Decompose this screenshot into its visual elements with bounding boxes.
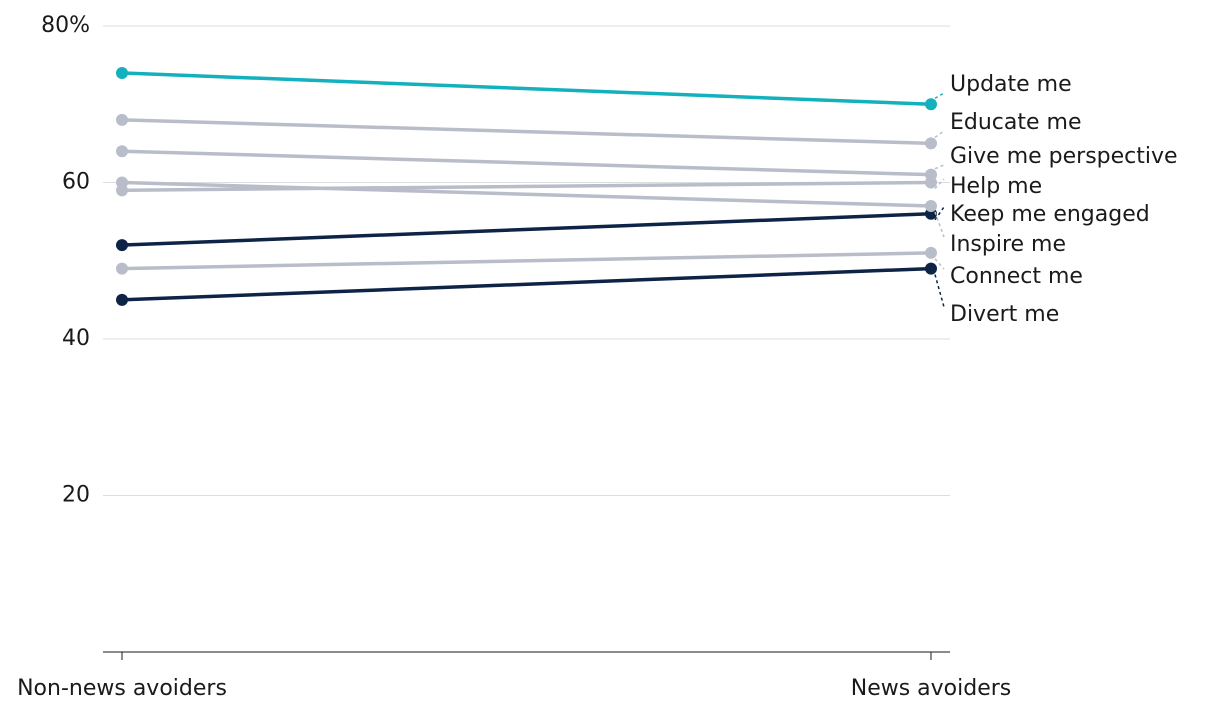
point <box>116 113 128 126</box>
label-connector <box>934 92 945 99</box>
slope-line <box>121 251 932 271</box>
y-tick-label: 60 <box>62 170 90 195</box>
label-connector <box>934 130 945 138</box>
series-label: Give me perspective <box>950 144 1178 169</box>
series-label: Divert me <box>950 302 1059 327</box>
slope-line <box>121 71 932 106</box>
x-tick-label: News avoiders <box>851 676 1012 701</box>
point <box>925 137 937 150</box>
slope-line <box>121 212 932 247</box>
point <box>925 98 937 111</box>
point <box>925 176 937 189</box>
slope-line <box>121 266 932 302</box>
point <box>116 293 128 306</box>
point <box>116 239 128 252</box>
slope-line <box>121 180 932 193</box>
series-label: Update me <box>950 72 1072 97</box>
series-label: Help me <box>950 174 1042 199</box>
slope-line <box>121 149 932 177</box>
label-connector <box>934 178 945 190</box>
slope-line <box>121 118 932 146</box>
label-connector <box>934 164 945 170</box>
y-tick-label: 80% <box>41 13 90 38</box>
series-label: Keep me engaged <box>950 202 1150 227</box>
point <box>925 262 937 275</box>
series-label: Educate me <box>950 110 1082 135</box>
slope-line <box>121 180 932 208</box>
y-tick-label: 20 <box>62 483 90 508</box>
label-connector <box>934 274 945 308</box>
point <box>116 176 128 189</box>
y-tick-label: 40 <box>62 326 90 351</box>
point <box>925 246 937 259</box>
label-connector <box>934 206 945 221</box>
label-connector <box>934 211 945 238</box>
point <box>116 66 128 79</box>
point <box>116 145 128 158</box>
series-label: Connect me <box>950 264 1083 289</box>
label-connector <box>934 258 945 270</box>
point <box>925 199 937 212</box>
series-label: Inspire me <box>950 232 1066 257</box>
point <box>116 262 128 275</box>
x-tick-label: Non-news avoiders <box>17 676 227 701</box>
